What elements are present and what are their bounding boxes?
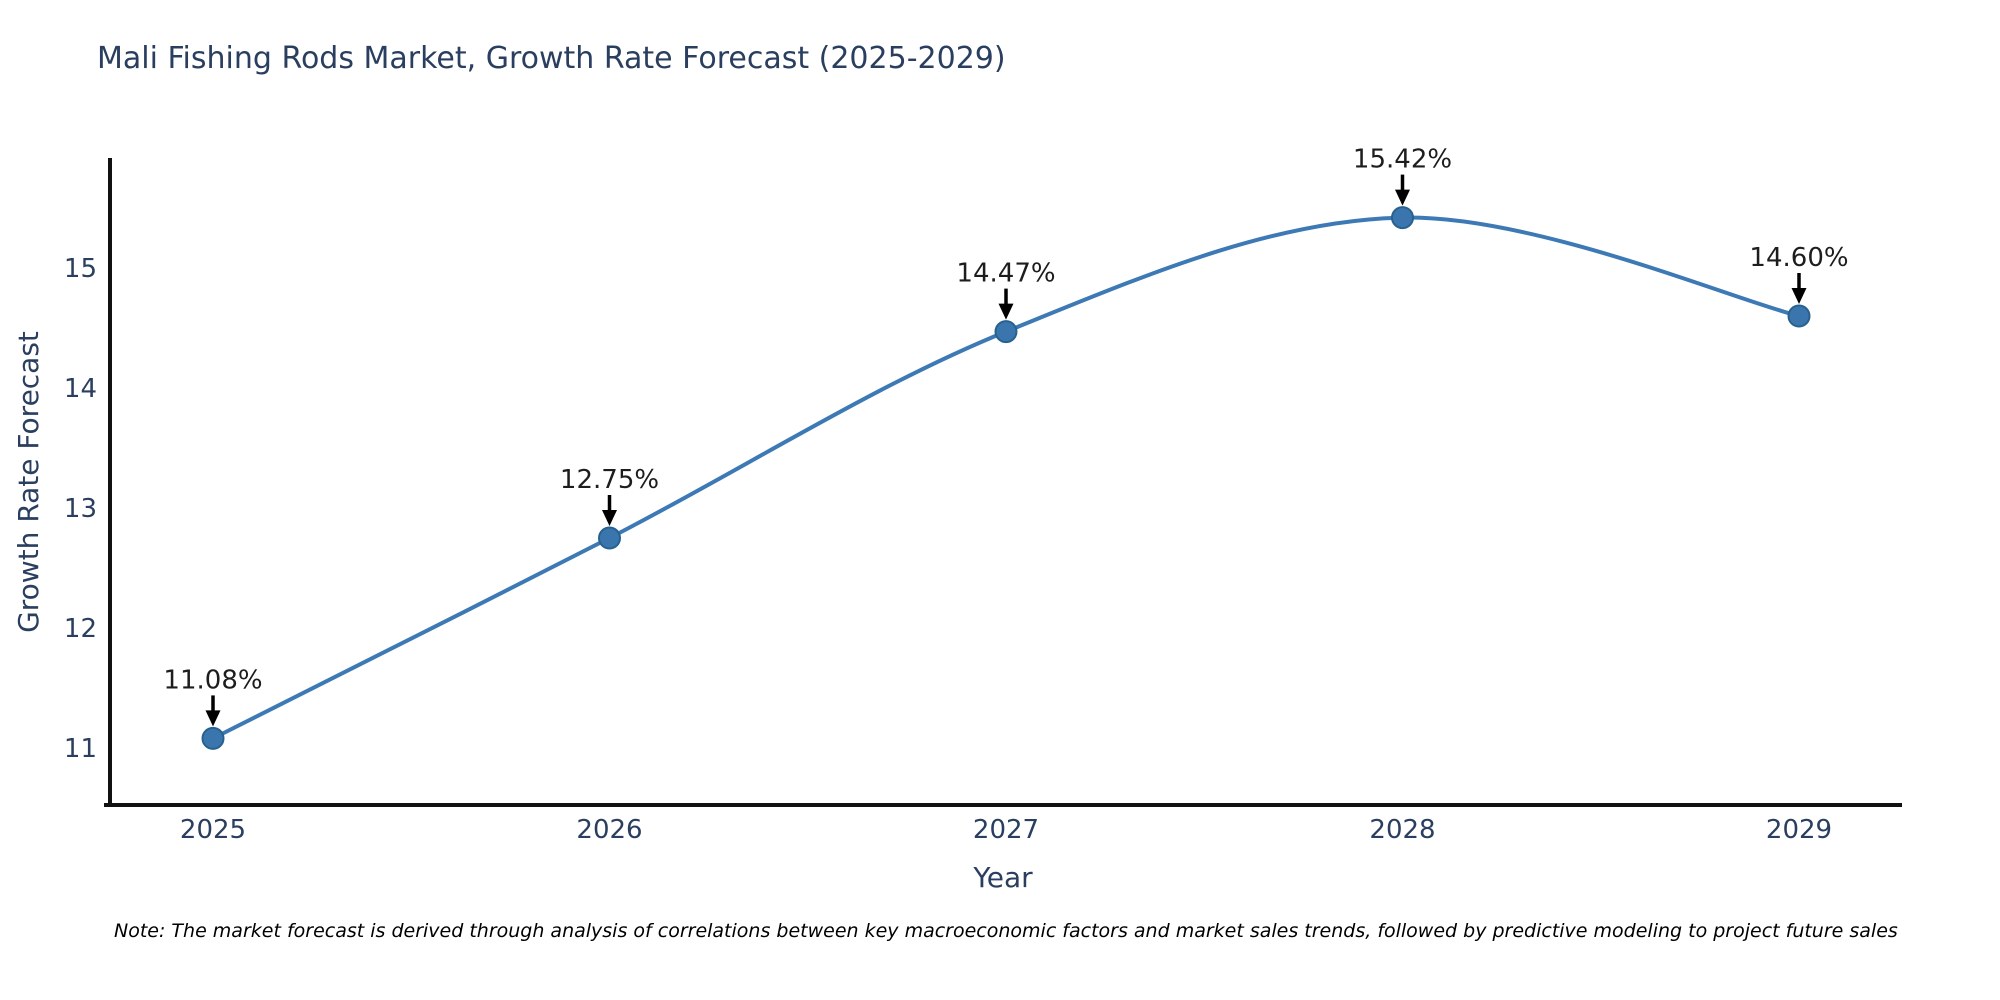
x-axis-title: Year [972, 861, 1033, 894]
data-point-label: 14.60% [1749, 243, 1848, 273]
annotation-arrow-head [1791, 288, 1807, 304]
annotation-arrow-head [602, 510, 617, 526]
line-series [201, 206, 1811, 750]
y-tick-label: 14 [64, 374, 97, 404]
y-axis-title: Growth Rate Forecast [12, 331, 45, 633]
data-point-marker [1787, 304, 1811, 328]
data-point-label: 12.75% [560, 465, 659, 495]
data-point-marker [598, 526, 621, 550]
x-tick-label: 2027 [973, 815, 1039, 845]
annotation-arrow-head [205, 710, 221, 727]
chart-title: Mali Fishing Rods Market, Growth Rate Fo… [97, 41, 1006, 76]
x-tick-label: 2025 [180, 815, 246, 845]
y-tick-label: 12 [64, 614, 97, 644]
y-axis-ticks: 11 12 13 14 15 [64, 254, 97, 764]
y-tick-label: 15 [64, 254, 97, 284]
data-point-marker [201, 726, 225, 750]
data-point-label: 14.47% [956, 259, 1055, 289]
annotation-arrow-head [1395, 189, 1410, 206]
annotation-arrow-head [998, 303, 1014, 320]
data-point-marker [994, 320, 1018, 344]
point-annotations: 11.08% 12.75% 14.47% 15.42% 14.60% [163, 145, 1849, 727]
y-tick-label: 11 [64, 734, 97, 764]
data-point-label: 15.42% [1353, 145, 1452, 175]
x-tick-label: 2029 [1766, 815, 1832, 845]
data-point-marker [1391, 206, 1414, 230]
x-tick-label: 2026 [576, 815, 642, 845]
x-axis-ticks: 2025 2026 2027 2028 2029 [180, 815, 1832, 845]
x-tick-label: 2028 [1369, 815, 1435, 845]
footnote: Note: The market forecast is derived thr… [114, 920, 1898, 942]
y-tick-label: 13 [64, 494, 97, 524]
data-point-label: 11.08% [163, 665, 262, 695]
